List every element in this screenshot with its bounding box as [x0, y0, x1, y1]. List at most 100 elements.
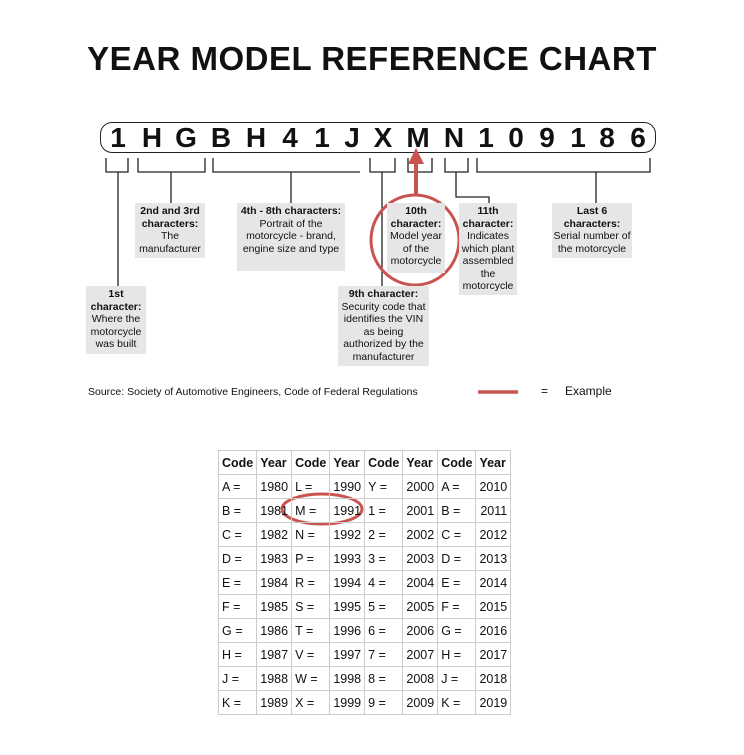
label-9th: 9th character: Security code that identif… [338, 286, 429, 366]
code-cell: Y = [364, 474, 404, 499]
code-cell: 8 = [364, 666, 404, 691]
year-cell: 1993 [329, 546, 366, 571]
vin-char: J [344, 122, 360, 153]
year-cell: 2017 [475, 642, 512, 667]
code-cell: 5 = [364, 594, 404, 619]
year-cell: 1981 [256, 498, 293, 523]
code-cell: V = [291, 642, 331, 667]
bracket-1st [105, 158, 129, 290]
year-cell: 1999 [329, 690, 366, 715]
column-header: Code [217, 450, 258, 475]
code-cell: D = [217, 546, 258, 571]
year-cell: 1992 [329, 522, 366, 547]
code-cell: A = [437, 474, 477, 499]
year-cell: 1991 [329, 498, 366, 523]
year-cell: 1996 [329, 618, 366, 643]
year-cell: 2009 [402, 690, 439, 715]
bracket-11th [444, 158, 490, 203]
code-cell: 9 = [364, 690, 404, 715]
code-cell: 1 = [364, 498, 404, 523]
year-cell: 2015 [475, 594, 512, 619]
vin-char: 1 [478, 122, 494, 153]
year-cell: 2000 [402, 474, 439, 499]
bracket-2nd-3rd [137, 158, 206, 203]
source-note: Source: Society of Automotive Engineers,… [88, 386, 418, 398]
label-11th: 11th character: Indicates which plant ass… [459, 203, 517, 295]
table-row: C = 1982 N = 1992 2 = 2002 C = 2012 [217, 522, 512, 547]
code-cell: R = [291, 570, 331, 595]
year-cell: 1986 [256, 618, 293, 643]
vin-char: B [210, 122, 232, 153]
year-cell: 1990 [329, 474, 366, 499]
year-cell: 1998 [329, 666, 366, 691]
vin-char: G [175, 122, 197, 153]
label-body: The manufacturer [139, 230, 201, 255]
year-cell: 2018 [475, 666, 512, 691]
year-cell: 2003 [402, 546, 439, 571]
year-cell: 1995 [329, 594, 366, 619]
vin-box [100, 122, 656, 153]
table-row: H = 1987 V = 1997 7 = 2007 H = 2017 [217, 642, 512, 667]
code-cell: 2 = [364, 522, 404, 547]
year-cell: 2007 [402, 642, 439, 667]
label-body: Serial number of the motorcycle [553, 230, 631, 255]
code-cell: E = [217, 570, 258, 595]
table-row: A = 1980 L = 1990 Y = 2000 A = 2010 [217, 474, 512, 499]
table-row: F = 1985 S = 1995 5 = 2005 F = 2015 [217, 594, 512, 619]
code-cell: H = [437, 642, 477, 667]
year-code-table: Code Year Code Year Code Year Code Year A = 1980… [217, 450, 512, 715]
table-row: J = 1988 W = 1998 8 = 2008 J = 2018 [217, 666, 512, 691]
year-cell: 2006 [402, 618, 439, 643]
label-head: 2nd and 3rd characters: [140, 205, 200, 230]
year-cell: 1994 [329, 570, 366, 595]
code-cell: S = [291, 594, 331, 619]
label-head: Last 6 characters: [563, 205, 621, 230]
code-cell: C = [437, 522, 477, 547]
bracket-last6 [476, 158, 651, 203]
vin-char: M [406, 122, 430, 153]
label-head: 9th character: [348, 288, 419, 300]
year-cell: 2004 [402, 570, 439, 595]
page-title: YEAR MODEL REFERENCE CHART [87, 40, 657, 77]
year-cell: 1984 [256, 570, 293, 595]
code-cell: L = [291, 474, 331, 499]
code-cell: 4 = [364, 570, 404, 595]
code-cell: B = [437, 498, 477, 523]
code-cell: G = [217, 618, 258, 643]
table-header-row: Code Year Code Year Code Year Code Year [217, 450, 512, 475]
year-cell: 1985 [256, 594, 293, 619]
year-cell: 2016 [475, 618, 512, 643]
table-row: B = 1981 M = 1991 1 = 2001 B = 2011 [217, 498, 512, 523]
year-cell: 1983 [256, 546, 293, 571]
legend-label: Example [565, 384, 612, 398]
label-body: Model year of the motorcycle [390, 230, 442, 267]
code-cell: T = [291, 618, 331, 643]
year-cell: 2012 [475, 522, 512, 547]
code-cell: A = [217, 474, 258, 499]
code-cell: J = [217, 666, 258, 691]
column-header: Year [256, 450, 293, 475]
vin-char: N [443, 122, 465, 153]
column-header: Code [437, 450, 477, 475]
vin-char: H [245, 122, 267, 153]
year-cell: 2005 [402, 594, 439, 619]
year-cell: 2019 [475, 690, 512, 715]
vin-char: 0 [508, 122, 524, 153]
vin-char: 6 [630, 122, 646, 153]
year-cell: 2010 [475, 474, 512, 499]
year-cell: 2001 [402, 498, 439, 523]
vin-char: 9 [539, 122, 555, 153]
table-row: E = 1984 R = 1994 4 = 2004 E = 2014 [217, 570, 512, 595]
year-cell: 1997 [329, 642, 366, 667]
code-cell: K = [217, 690, 258, 715]
vin-char: 8 [599, 122, 615, 153]
bracket-10th [407, 158, 433, 173]
year-cell: 1988 [256, 666, 293, 691]
code-cell: K = [437, 690, 477, 715]
label-body: Indicates which plant assembled the moto… [461, 230, 515, 292]
year-cell: 2008 [402, 666, 439, 691]
vin-char: X [373, 122, 393, 153]
bracket-4th-8th [212, 158, 360, 203]
code-cell: E = [437, 570, 477, 595]
